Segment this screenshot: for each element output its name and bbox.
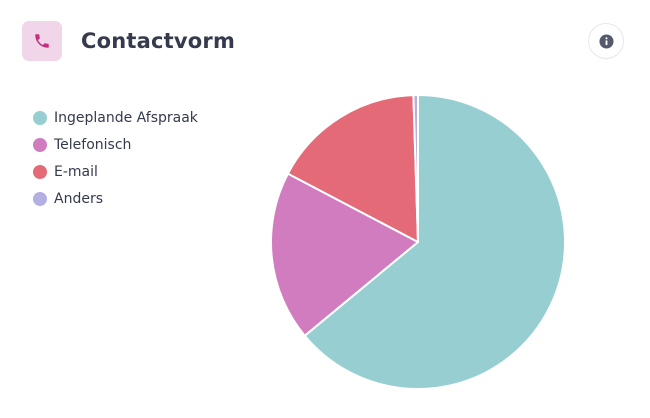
- info-button[interactable]: [588, 23, 624, 59]
- legend-label: E-mail: [54, 163, 98, 180]
- pie-slice[interactable]: [286, 94, 419, 243]
- legend-swatch: [33, 191, 47, 206]
- pie-slice[interactable]: [303, 94, 566, 390]
- legend-label: Anders: [54, 190, 103, 207]
- card-title: Contactvorm: [81, 29, 236, 53]
- legend-item[interactable]: E-mail: [33, 158, 198, 185]
- legend-swatch: [33, 137, 47, 152]
- legend-swatch: [33, 164, 47, 179]
- pie-slice[interactable]: [412, 94, 419, 243]
- legend-label: Ingeplande Afspraak: [54, 109, 198, 126]
- phone-icon: [35, 34, 49, 48]
- chart-legend: Ingeplande Afspraak Telefonisch E-mail Ande…: [33, 104, 198, 212]
- legend-swatch: [33, 110, 47, 125]
- legend-item[interactable]: Anders: [33, 185, 198, 212]
- legend-item[interactable]: Telefonisch: [33, 131, 198, 158]
- info-icon: [598, 33, 614, 49]
- legend-item[interactable]: Ingeplande Afspraak: [33, 104, 198, 131]
- pie-slice[interactable]: [270, 172, 419, 337]
- legend-label: Telefonisch: [54, 136, 132, 153]
- phone-icon-badge: [22, 21, 62, 61]
